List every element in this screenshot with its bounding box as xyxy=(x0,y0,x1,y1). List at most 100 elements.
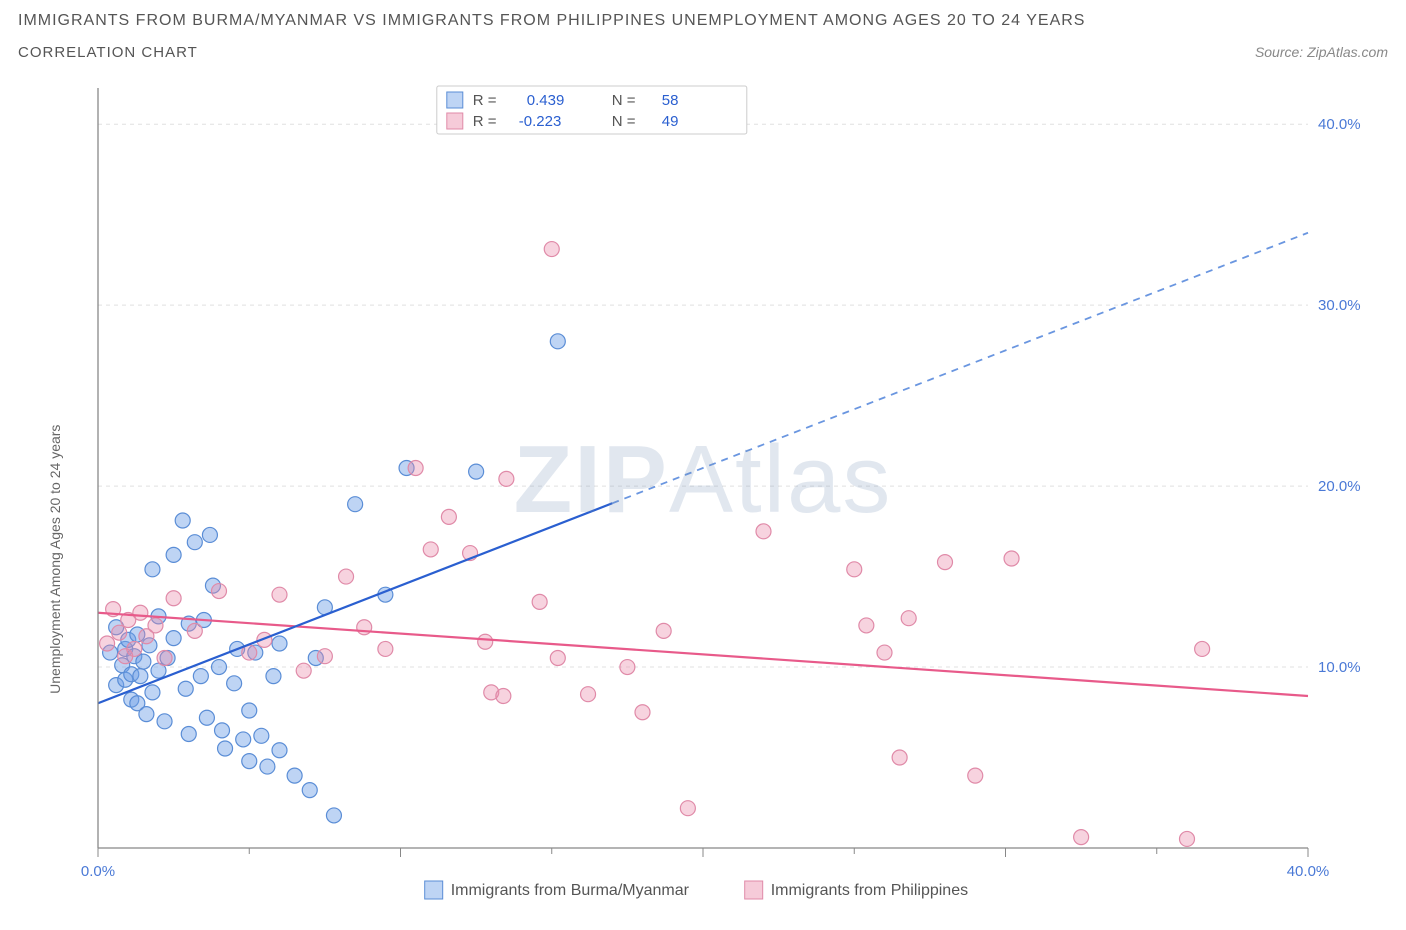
data-point-philippines xyxy=(581,687,596,702)
chart-title-line2: Correlation Chart xyxy=(18,44,198,61)
data-point-burma xyxy=(227,676,242,691)
data-point-burma xyxy=(287,768,302,783)
data-point-philippines xyxy=(212,584,227,599)
data-point-philippines xyxy=(680,801,695,816)
data-point-burma xyxy=(550,334,565,349)
data-point-philippines xyxy=(550,651,565,666)
legend-swatch-philippines xyxy=(447,113,463,129)
data-point-burma xyxy=(157,714,172,729)
data-point-philippines xyxy=(1180,831,1195,846)
data-point-burma xyxy=(187,535,202,550)
data-point-philippines xyxy=(877,645,892,660)
data-point-philippines xyxy=(127,641,142,656)
data-point-philippines xyxy=(112,625,127,640)
data-point-philippines xyxy=(859,618,874,633)
data-point-philippines xyxy=(100,636,115,651)
data-point-burma xyxy=(199,710,214,725)
y-axis-label: Unemployment Among Ages 20 to 24 years xyxy=(47,425,63,694)
data-point-burma xyxy=(212,660,227,675)
legend-swatch-burma xyxy=(447,92,463,108)
data-point-philippines xyxy=(892,750,907,765)
data-point-philippines xyxy=(901,611,916,626)
legend-label-philippines: Immigrants from Philippines xyxy=(771,882,968,899)
data-point-philippines xyxy=(157,651,172,666)
data-point-philippines xyxy=(496,689,511,704)
data-point-burma xyxy=(193,669,208,684)
legend-r-philippines: -0.223 xyxy=(519,113,562,130)
data-point-burma xyxy=(166,631,181,646)
data-point-philippines xyxy=(423,542,438,557)
data-point-burma xyxy=(260,759,275,774)
scatter-chart-svg: 0.0% 40.0% 10.0% 20.0% 30.0% 40.0% Unemploymen… xyxy=(18,82,1388,912)
data-point-burma xyxy=(348,497,363,512)
legend-swatch-philippines xyxy=(745,881,763,899)
legend-n-label: N = xyxy=(612,92,636,109)
data-point-burma xyxy=(166,547,181,562)
legend-n-burma: 58 xyxy=(662,92,679,109)
data-point-philippines xyxy=(378,641,393,656)
data-point-philippines xyxy=(938,555,953,570)
data-point-philippines xyxy=(148,618,163,633)
header: Immigrants from Burma/Myanmar vs Immigra… xyxy=(0,0,1406,61)
data-point-burma xyxy=(469,464,484,479)
data-point-burma xyxy=(254,728,269,743)
trendline-philippines xyxy=(98,613,1308,696)
data-point-philippines xyxy=(499,471,514,486)
data-point-philippines xyxy=(968,768,983,783)
data-point-burma xyxy=(272,743,287,758)
y-tick-label: 30.0% xyxy=(1318,297,1361,314)
data-point-burma xyxy=(145,562,160,577)
legend-r-burma: 0.439 xyxy=(527,92,565,109)
data-point-philippines xyxy=(166,591,181,606)
data-point-philippines xyxy=(339,569,354,584)
y-tick-label: 40.0% xyxy=(1318,116,1361,133)
source-attribution: Source: ZipAtlas.com xyxy=(1255,44,1388,60)
data-point-burma xyxy=(215,723,230,738)
x-tick-label: 40.0% xyxy=(1287,863,1330,880)
y-tick-label: 20.0% xyxy=(1318,478,1361,495)
data-point-burma xyxy=(175,513,190,528)
data-point-burma xyxy=(236,732,251,747)
legend-r-label: R = xyxy=(473,113,497,130)
data-point-philippines xyxy=(1074,830,1089,845)
data-point-philippines xyxy=(635,705,650,720)
data-point-philippines xyxy=(296,663,311,678)
y-tick-label: 10.0% xyxy=(1318,659,1361,676)
legend-r-label: R = xyxy=(473,92,497,109)
data-point-philippines xyxy=(187,623,202,638)
legend-label-burma: Immigrants from Burma/Myanmar xyxy=(451,882,690,899)
data-point-philippines xyxy=(478,634,493,649)
trendline-burma-extrapolated xyxy=(612,233,1308,504)
data-point-philippines xyxy=(620,660,635,675)
data-point-burma xyxy=(136,654,151,669)
data-point-philippines xyxy=(317,649,332,664)
data-point-burma xyxy=(202,527,217,542)
data-point-philippines xyxy=(544,242,559,257)
data-point-burma xyxy=(266,669,281,684)
data-point-philippines xyxy=(272,587,287,602)
data-point-philippines xyxy=(847,562,862,577)
data-point-burma xyxy=(242,754,257,769)
data-point-philippines xyxy=(441,509,456,524)
data-point-philippines xyxy=(408,461,423,476)
chart-area: ZIPAtlas 0.0%40.0%10.0%20.0%30.0%40.0%Un… xyxy=(18,82,1388,912)
data-point-burma xyxy=(145,685,160,700)
data-point-burma xyxy=(242,703,257,718)
data-point-philippines xyxy=(133,605,148,620)
x-tick-label: 0.0% xyxy=(81,863,115,880)
data-point-burma xyxy=(139,707,154,722)
data-point-burma xyxy=(133,669,148,684)
legend-n-philippines: 49 xyxy=(662,113,679,130)
data-point-burma xyxy=(181,727,196,742)
data-point-philippines xyxy=(1004,551,1019,566)
legend-swatch-burma xyxy=(425,881,443,899)
chart-title-line1: Immigrants from Burma/Myanmar vs Immigra… xyxy=(18,12,1388,30)
data-point-philippines xyxy=(532,594,547,609)
data-point-burma xyxy=(302,783,317,798)
data-point-burma xyxy=(218,741,233,756)
data-point-philippines xyxy=(756,524,771,539)
data-point-philippines xyxy=(656,623,671,638)
data-point-philippines xyxy=(1195,641,1210,656)
data-point-burma xyxy=(178,681,193,696)
data-point-burma xyxy=(326,808,341,823)
